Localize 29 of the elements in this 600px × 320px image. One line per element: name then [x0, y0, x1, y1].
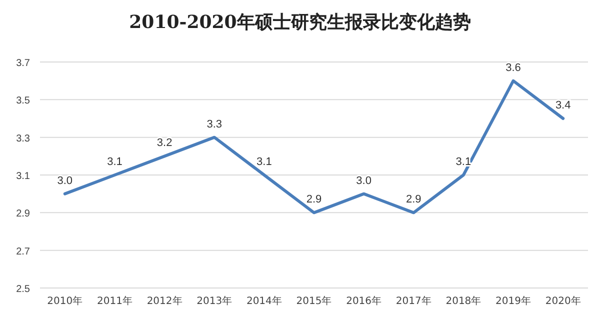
x-tick-label: 2015年: [296, 295, 332, 307]
text: 2.9: [306, 194, 322, 206]
text: 2.9: [406, 194, 422, 206]
y-tick-label: 2.5: [16, 284, 30, 295]
text: 3.6: [506, 62, 521, 74]
text: 3.1: [256, 156, 272, 168]
text: 3.1: [107, 156, 122, 168]
y-tick-label: 3.5: [16, 96, 30, 107]
x-tick-label: 2012年: [146, 295, 182, 307]
y-tick-label: 3.3: [16, 133, 30, 144]
text: 3.0: [57, 174, 73, 187]
x-tick-label: 2019年: [496, 295, 531, 307]
text: 3.2: [156, 137, 172, 150]
y-tick-label: 3.7: [16, 58, 30, 69]
x-tick-label: 2014年: [246, 295, 282, 307]
x-tick-label: 2016年: [346, 295, 382, 307]
x-tick-label: 2018年: [446, 295, 482, 307]
x-tick-label: 2010年: [47, 295, 83, 307]
text: 3.3: [206, 118, 222, 130]
x-tick-label: 2017年: [396, 295, 432, 307]
y-tick-label: 2.9: [16, 208, 30, 220]
x-tick-label: 2020年: [545, 295, 581, 307]
x-tick-label: 2013年: [196, 295, 232, 307]
chart-title: 2010-2020年硕士研究生报录比变化趋势: [129, 12, 471, 33]
y-tick-label: 3.1: [16, 171, 30, 182]
y-tick-label: 2.7: [16, 246, 30, 258]
text: 3.0: [356, 174, 372, 187]
x-tick-label: 2011年: [97, 295, 132, 307]
text: 3.4: [555, 100, 571, 112]
